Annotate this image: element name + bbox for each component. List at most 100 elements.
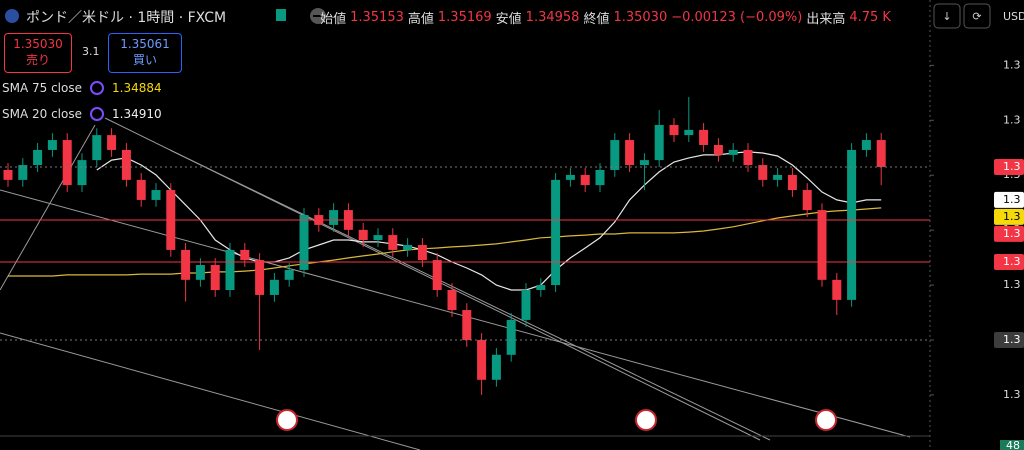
candle-body: [536, 285, 546, 290]
us-event[interactable]: [815, 409, 837, 431]
sell-button[interactable]: 1.35030 売り: [4, 33, 72, 73]
ohlc-value: 1.35169: [437, 9, 492, 25]
candle-body: [565, 174, 575, 180]
legend-value: 1.34910: [112, 107, 162, 121]
candle-body: [521, 290, 531, 320]
price-badge-label: 1.3: [1003, 193, 1021, 206]
ohlc-value: 1.34958: [525, 9, 580, 25]
scroll-button[interactable]: [933, 3, 961, 29]
spread: 3.1: [82, 45, 100, 58]
candle-body: [595, 169, 605, 186]
candle-body: [876, 140, 886, 167]
candle-body: [121, 149, 131, 180]
candle-body: [699, 129, 709, 145]
trend-line: [0, 124, 96, 291]
candle-body: [269, 279, 279, 295]
candle-body: [195, 265, 205, 280]
candle-body: [432, 260, 442, 290]
candle-body: [358, 229, 368, 241]
candle-body: [743, 149, 753, 166]
us-event[interactable]: [276, 409, 298, 431]
ohlc-value: 1.35030: [613, 9, 668, 25]
ohlc-label: 終値: [583, 11, 610, 27]
trend-line: [0, 189, 911, 438]
candle-body: [92, 135, 102, 161]
price-badge-label: 1.3: [1003, 160, 1021, 173]
candle-body: [107, 135, 117, 150]
candle-body: [625, 140, 635, 166]
ohlc-label: 高値: [407, 11, 434, 27]
us-event[interactable]: [635, 409, 657, 431]
candle-body: [255, 260, 265, 295]
candle-body: [388, 235, 398, 250]
price-badge: [994, 208, 1024, 225]
candle-body: [861, 140, 871, 150]
legend-item: SMA 75 close 1.34884: [2, 81, 162, 95]
price-badge: [994, 158, 1024, 175]
candle-body: [299, 215, 309, 270]
reset-button[interactable]: [963, 3, 991, 29]
candle-body: [47, 140, 57, 150]
legend-icon[interactable]: [90, 81, 104, 95]
price-badge: [994, 225, 1024, 242]
market-icon: [276, 9, 286, 21]
currency[interactable]: USD: [1003, 10, 1024, 23]
sma-line: [8, 207, 882, 277]
candle-body: [417, 244, 427, 261]
candle-body: [151, 190, 161, 200]
candle-body: [758, 165, 768, 180]
collapse-icon: [313, 15, 323, 17]
candle-body: [491, 354, 501, 380]
candle-body: [447, 290, 457, 311]
candle-body: [373, 235, 383, 241]
trend-line: [0, 332, 421, 450]
price-badge: [994, 191, 1024, 208]
y-tick-label: 1.3: [1003, 113, 1021, 126]
volume-label: 出来高: [806, 11, 846, 27]
candle-body: [847, 149, 857, 300]
candle-body: [817, 210, 827, 280]
price-badge-label: 1.3: [1003, 227, 1021, 240]
candle-body: [181, 249, 191, 280]
price-badge-label: 1.3: [1003, 333, 1021, 346]
header: ポンド／米ドル · 1時間 · FXCM 始値 1.35153 高値 1.35169…: [26, 7, 891, 27]
price-badge: [994, 331, 1024, 348]
trend-lines: [0, 117, 911, 450]
price-badge-label: 1.3: [1003, 210, 1021, 223]
change: −0.00123 (−0.09%): [671, 9, 803, 25]
candle-body: [506, 319, 516, 355]
buy-button[interactable]: 1.35061 買い: [108, 33, 182, 73]
legend-name: SMA 20 close: [2, 107, 82, 121]
candle-body: [713, 145, 723, 155]
candle-body: [773, 174, 783, 180]
price-badge: [994, 253, 1024, 270]
candle-body: [329, 210, 339, 225]
candle-body: [225, 249, 235, 290]
candle-body: [787, 174, 797, 191]
candle-body: [62, 140, 72, 186]
candle-body: [240, 249, 250, 261]
ohlc-value: 1.35153: [350, 9, 404, 25]
y-tick-label: 1.3: [1003, 278, 1021, 291]
candle-body: [477, 339, 487, 380]
legend-name: SMA 75 close: [2, 81, 82, 95]
candle-body: [832, 279, 842, 300]
flag-icon: [5, 9, 19, 23]
y-tick-label: 1.3: [1003, 58, 1021, 71]
y-tick-label: 1.3: [1003, 388, 1021, 401]
candle-body: [77, 160, 87, 186]
buy-price: 1.35061: [120, 37, 170, 51]
candle-body: [284, 269, 294, 280]
buy-label: 買い: [132, 53, 157, 67]
candle-body: [610, 140, 620, 170]
candle-body: [728, 149, 738, 155]
candle-body: [18, 165, 28, 180]
candle-body: [210, 265, 220, 290]
candle-body: [580, 174, 590, 186]
candle-body: [802, 190, 812, 211]
legend-icon[interactable]: [90, 107, 104, 121]
trend-line: [169, 149, 771, 441]
candle-body: [639, 160, 649, 166]
